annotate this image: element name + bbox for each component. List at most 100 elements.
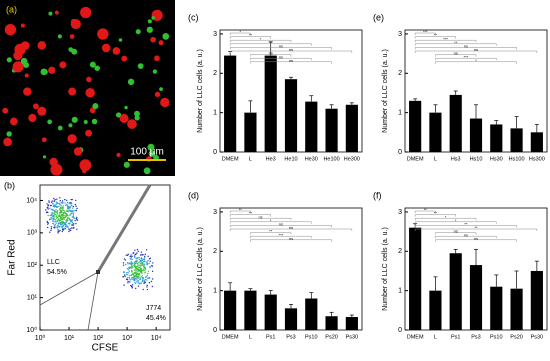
cell xyxy=(147,19,152,24)
event-dot xyxy=(140,257,143,259)
significance-bracket xyxy=(250,61,332,64)
plot-frame xyxy=(219,29,363,153)
x-tick-label: Ps3 xyxy=(471,334,480,340)
y-tick-label: 3 xyxy=(213,209,217,216)
event-dot xyxy=(141,279,144,281)
event-dot xyxy=(66,219,69,222)
event-dot xyxy=(58,205,60,208)
event-dot xyxy=(136,276,138,278)
cell xyxy=(6,57,12,63)
bar xyxy=(429,112,442,152)
gate-line xyxy=(87,271,99,331)
bar xyxy=(409,227,422,330)
event-dot xyxy=(69,221,72,223)
cell xyxy=(159,87,163,92)
cell xyxy=(6,131,12,137)
event-dot xyxy=(58,203,60,205)
event-dot xyxy=(56,216,59,219)
event-dot xyxy=(51,201,53,204)
significance-bracket xyxy=(250,239,332,242)
significance-bracket xyxy=(250,54,292,57)
event-dot xyxy=(146,288,149,291)
bar xyxy=(530,132,543,152)
cell xyxy=(10,117,18,126)
event-dot xyxy=(129,281,131,283)
cell xyxy=(80,6,92,19)
event-dot xyxy=(134,275,136,277)
cell xyxy=(112,47,121,55)
event-dot xyxy=(137,285,140,287)
bar xyxy=(449,94,462,152)
event-dot xyxy=(70,229,72,232)
event-dot xyxy=(66,217,68,219)
event-dot xyxy=(68,230,70,233)
event-dot xyxy=(64,227,66,229)
significance-bracket xyxy=(414,214,456,217)
bar xyxy=(429,290,442,330)
event-dot xyxy=(139,278,142,280)
x-tick-label: 10⁰ xyxy=(35,334,46,342)
event-dot xyxy=(64,202,66,204)
event-dot xyxy=(137,273,140,276)
event-dot xyxy=(71,227,73,229)
event-dot xyxy=(62,225,64,228)
event-dot xyxy=(62,205,65,207)
significance-label: ns xyxy=(279,221,283,226)
event-dot xyxy=(147,277,149,279)
significance-label: * xyxy=(475,58,477,63)
event-dot xyxy=(46,226,49,229)
event-dot xyxy=(68,202,70,204)
event-dot xyxy=(134,255,136,257)
event-dot xyxy=(47,214,49,217)
x-tick-label: Ps30 xyxy=(346,334,359,340)
event-dot xyxy=(143,266,145,268)
cell xyxy=(146,26,153,33)
cell xyxy=(85,129,93,137)
cell xyxy=(134,110,140,117)
significance-label: ** xyxy=(454,40,458,45)
event-dot xyxy=(149,260,151,262)
event-dot xyxy=(143,257,146,259)
event-dot xyxy=(144,261,146,263)
event-dot xyxy=(123,258,126,260)
event-dot xyxy=(70,202,73,204)
event-dot xyxy=(49,204,52,207)
event-dot xyxy=(59,219,62,222)
event-dot xyxy=(72,213,75,215)
x-tick-label: Ps1 xyxy=(451,334,460,340)
event-dot xyxy=(140,267,143,270)
event-dot xyxy=(129,262,132,265)
event-dot xyxy=(151,270,154,273)
event-dot xyxy=(65,204,67,206)
event-dot xyxy=(66,203,68,205)
y-tick-label: 0 xyxy=(398,149,402,156)
significance-label: ** xyxy=(434,33,438,38)
event-dot xyxy=(141,272,143,274)
bar xyxy=(490,286,503,330)
cell xyxy=(20,23,25,28)
event-dot xyxy=(126,267,129,270)
event-dot xyxy=(60,204,62,207)
event-dot xyxy=(127,272,129,274)
event-dot xyxy=(142,263,144,265)
event-dot xyxy=(72,223,75,225)
cell xyxy=(137,63,144,69)
event-dot xyxy=(145,249,148,251)
event-dot xyxy=(127,277,129,279)
x-tick-label: Ps10 xyxy=(305,334,318,340)
bar xyxy=(409,100,422,152)
event-dot xyxy=(56,206,58,209)
event-dot xyxy=(61,223,64,225)
significance-bracket xyxy=(250,57,312,61)
x-tick-label: DMEM xyxy=(407,334,424,340)
event-dot xyxy=(58,230,60,233)
y-tick-label: 2 xyxy=(213,70,217,77)
cell xyxy=(85,88,95,98)
event-dot xyxy=(136,273,139,276)
significance-label: ** xyxy=(249,211,253,216)
event-dot xyxy=(56,198,58,200)
event-dot xyxy=(137,263,139,265)
event-dot xyxy=(47,211,49,214)
bar xyxy=(224,55,237,153)
event-dot xyxy=(122,276,125,278)
